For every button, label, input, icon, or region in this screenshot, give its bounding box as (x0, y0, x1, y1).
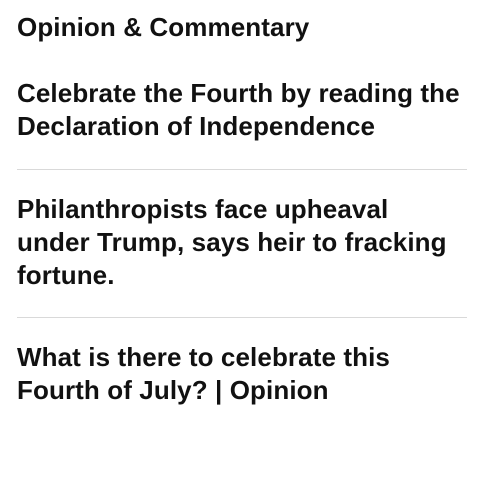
list-item: Philanthropists face upheaval under Trum… (17, 170, 467, 318)
story-list: Celebrate the Fourth by reading the Decl… (17, 43, 467, 407)
story-headline-link[interactable]: Celebrate the Fourth by reading the Decl… (17, 78, 460, 141)
list-item: Celebrate the Fourth by reading the Decl… (17, 43, 467, 170)
opinion-commentary-section: Opinion & Commentary Celebrate the Fourt… (17, 0, 467, 407)
story-headline-link[interactable]: Philanthropists face upheaval under Trum… (17, 194, 447, 290)
list-item: What is there to celebrate this Fourth o… (17, 318, 467, 407)
section-title: Opinion & Commentary (17, 12, 310, 42)
story-headline-link[interactable]: What is there to celebrate this Fourth o… (17, 342, 390, 405)
